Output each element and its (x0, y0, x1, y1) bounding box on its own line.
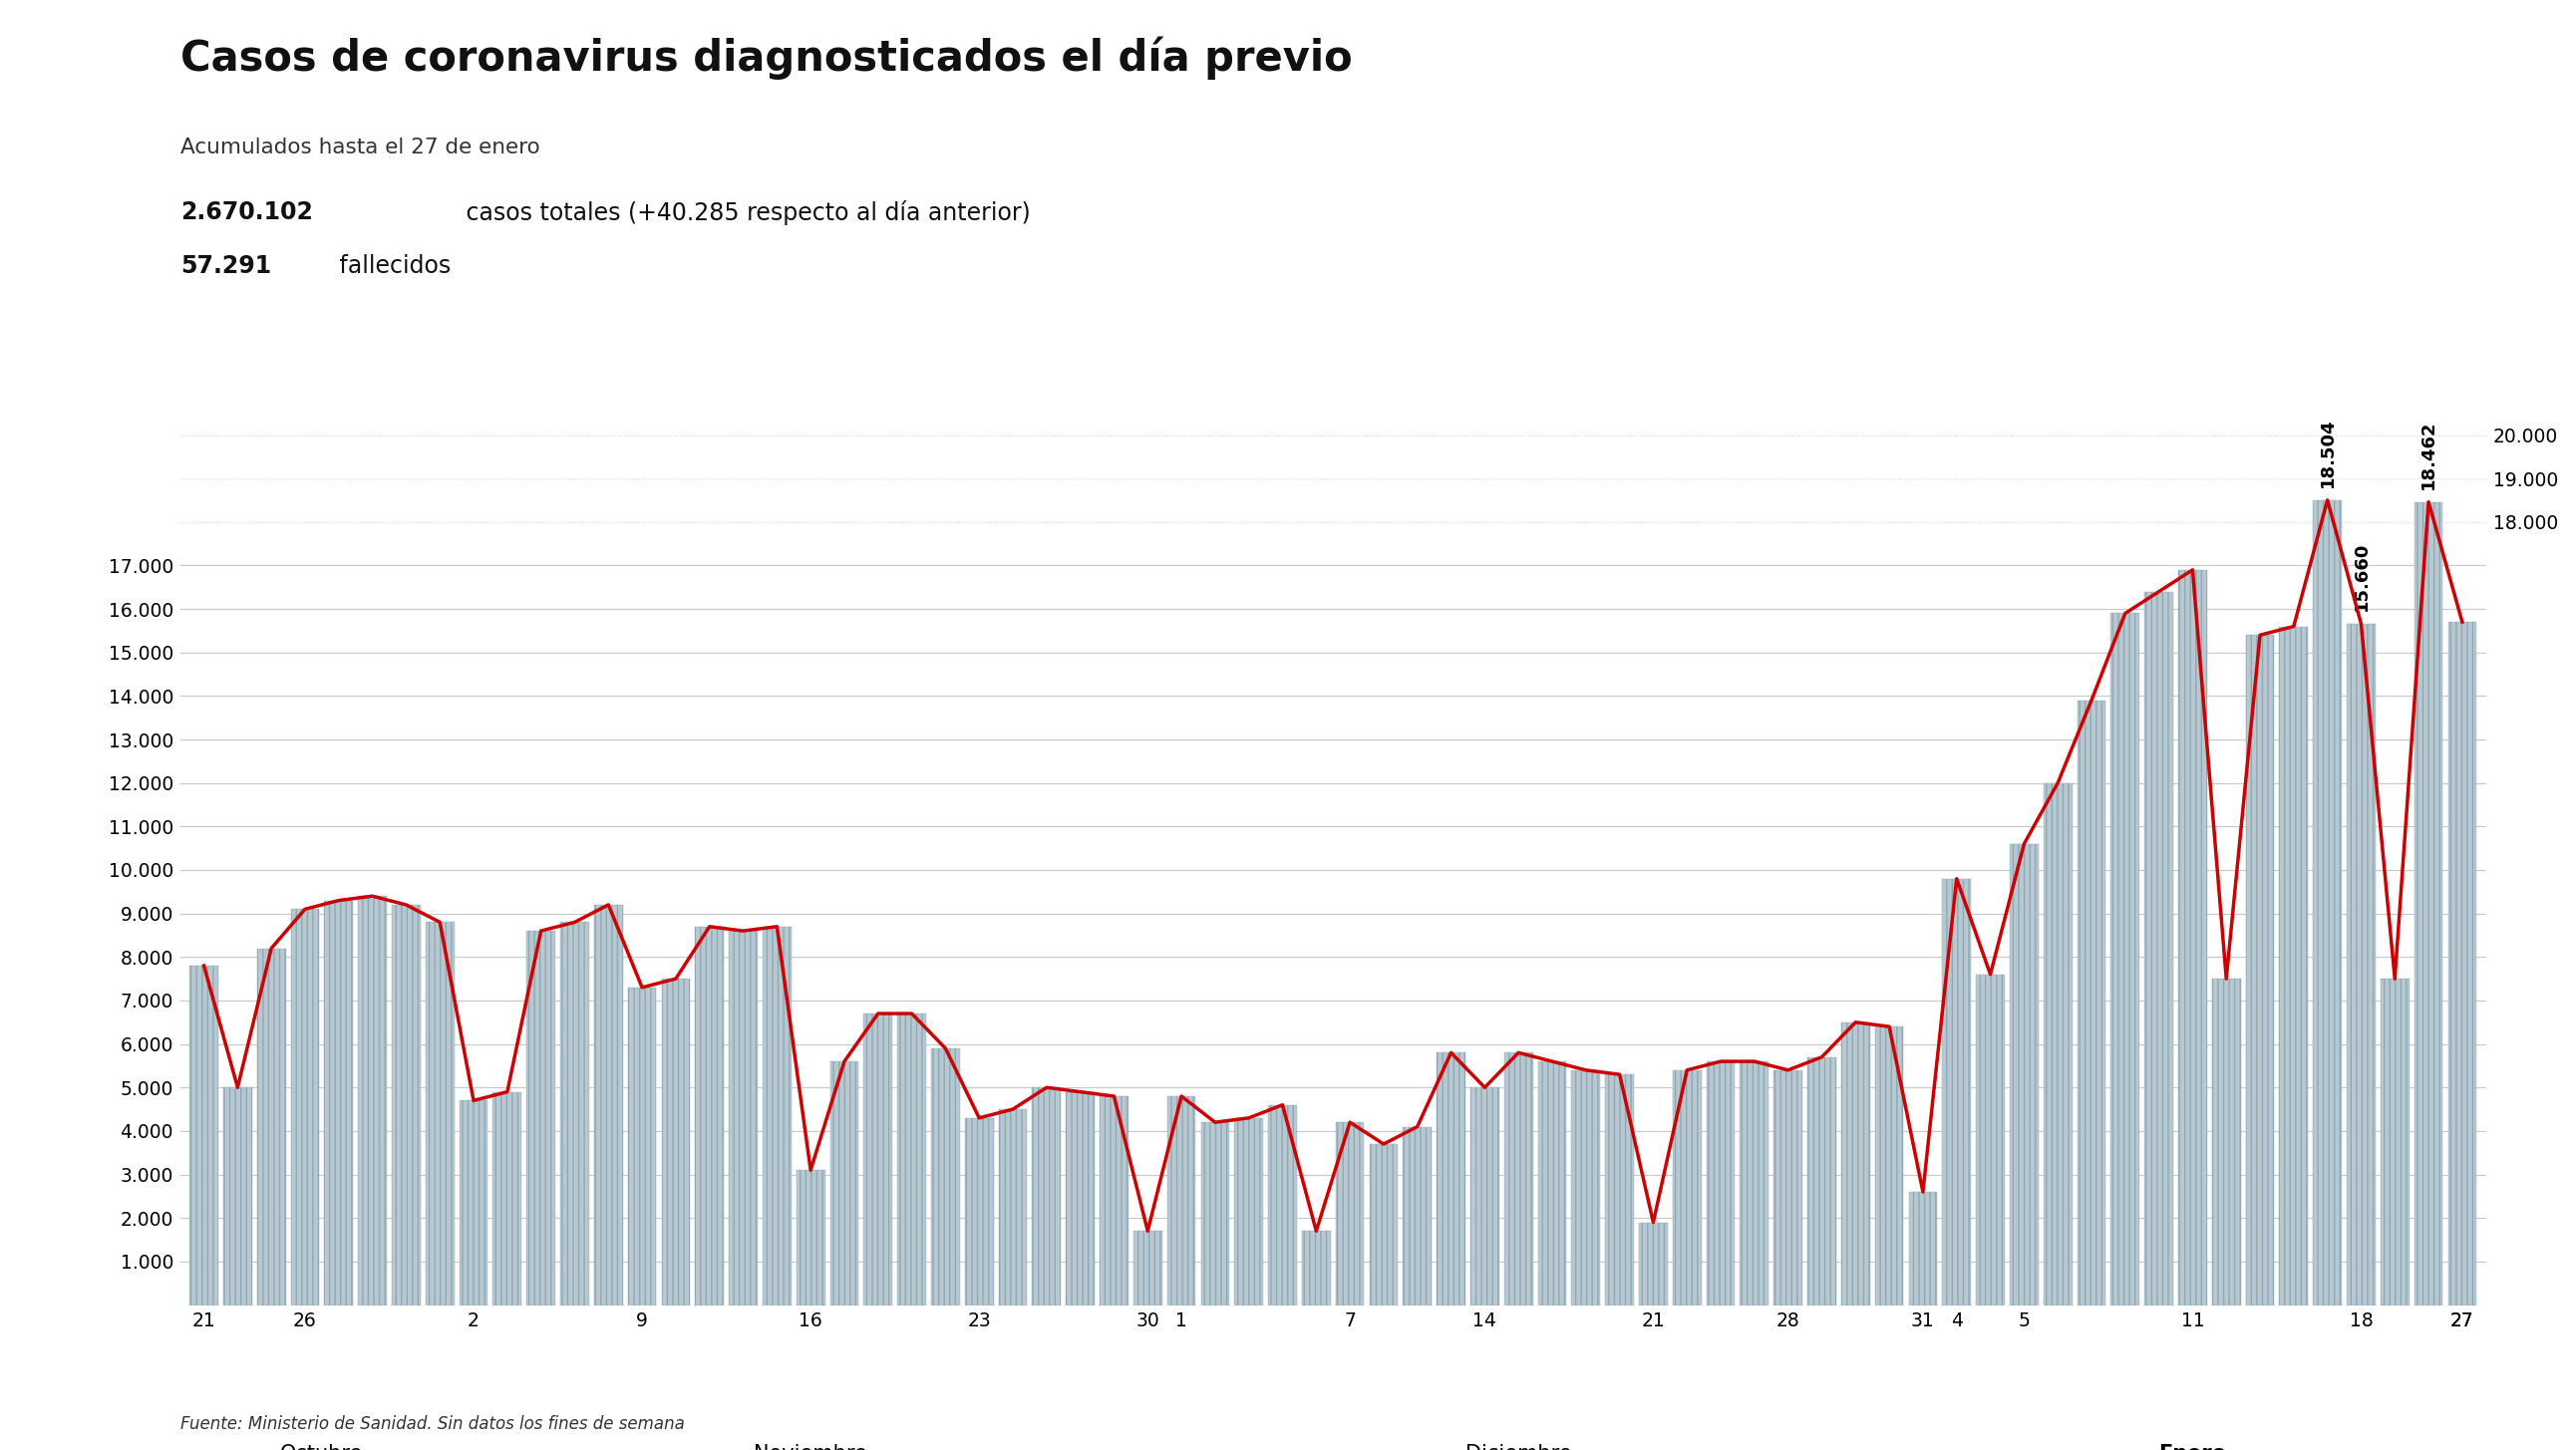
Bar (729, 931, 757, 1305)
Bar (762, 927, 791, 1305)
Bar (258, 948, 286, 1305)
Bar (425, 922, 453, 1305)
Bar (966, 1118, 994, 1305)
Bar (1605, 1074, 1633, 1305)
Bar (796, 1170, 824, 1305)
Bar (392, 905, 420, 1305)
Bar (662, 979, 690, 1305)
Text: Casos de coronavirus diagnosticados el día previo: Casos de coronavirus diagnosticados el d… (180, 36, 1352, 80)
Bar (1100, 1096, 1128, 1305)
Bar (999, 1109, 1028, 1305)
Bar (2076, 700, 2105, 1305)
Bar (1066, 1092, 1095, 1305)
Bar (1571, 1070, 1600, 1305)
Text: casos totales (+40.285 respecto al día anterior): casos totales (+40.285 respecto al día a… (459, 200, 1030, 225)
Bar (896, 1014, 927, 1305)
Bar (1808, 1057, 1837, 1305)
Bar (2179, 570, 2208, 1305)
Bar (1133, 1231, 1162, 1305)
Bar (526, 931, 556, 1305)
Bar (1538, 1061, 1566, 1305)
Bar (1976, 974, 2004, 1305)
Bar (1672, 1070, 1700, 1305)
Bar (2414, 502, 2442, 1305)
Text: 57.291: 57.291 (180, 254, 270, 277)
Bar (2146, 592, 2174, 1305)
Bar (562, 922, 590, 1305)
Text: Octubre: Octubre (281, 1444, 363, 1450)
Bar (2347, 624, 2375, 1305)
Bar (291, 909, 319, 1305)
Bar (2246, 635, 2275, 1305)
Bar (191, 966, 219, 1305)
Bar (459, 1101, 487, 1305)
Text: Enero: Enero (2159, 1444, 2226, 1450)
Bar (863, 1014, 891, 1305)
Bar (358, 896, 386, 1305)
Bar (1775, 1070, 1803, 1305)
Bar (829, 1061, 858, 1305)
Text: Acumulados hasta el 27 de enero: Acumulados hasta el 27 de enero (180, 138, 541, 158)
Bar (696, 927, 724, 1305)
Text: 18.504: 18.504 (2318, 418, 2336, 487)
Bar (492, 1092, 520, 1305)
Bar (2009, 844, 2038, 1305)
Bar (1471, 1088, 1499, 1305)
Bar (1167, 1096, 1195, 1305)
Bar (1942, 879, 1971, 1305)
Bar (1842, 1022, 1870, 1305)
Text: 15.660: 15.660 (2352, 542, 2370, 610)
Bar (1437, 1053, 1466, 1305)
Text: Noviembre: Noviembre (755, 1444, 868, 1450)
Bar (2380, 979, 2409, 1305)
Text: 2.670.102: 2.670.102 (180, 200, 312, 223)
Bar (325, 900, 353, 1305)
Bar (629, 987, 657, 1305)
Text: 18.462: 18.462 (2419, 419, 2437, 489)
Bar (1504, 1053, 1533, 1305)
Bar (930, 1048, 961, 1305)
Bar (595, 905, 623, 1305)
Bar (1875, 1027, 1904, 1305)
Bar (2280, 626, 2308, 1305)
Bar (1301, 1231, 1332, 1305)
Bar (2447, 622, 2476, 1305)
Bar (1200, 1122, 1229, 1305)
Bar (2313, 500, 2342, 1305)
Text: fallecidos: fallecidos (332, 254, 451, 277)
Bar (1705, 1061, 1736, 1305)
Bar (224, 1088, 252, 1305)
Bar (1334, 1122, 1365, 1305)
Text: Fuente: Ministerio de Sanidad. Sin datos los fines de semana: Fuente: Ministerio de Sanidad. Sin datos… (180, 1415, 685, 1433)
Bar (1033, 1088, 1061, 1305)
Bar (1909, 1192, 1937, 1305)
Bar (1739, 1061, 1770, 1305)
Bar (2213, 979, 2241, 1305)
Bar (1267, 1105, 1296, 1305)
Bar (1370, 1144, 1399, 1305)
Bar (1234, 1118, 1262, 1305)
Bar (2043, 783, 2071, 1305)
Text: Diciembre: Diciembre (1466, 1444, 1571, 1450)
Bar (2110, 613, 2141, 1305)
Bar (1404, 1127, 1432, 1305)
Bar (1638, 1222, 1667, 1305)
